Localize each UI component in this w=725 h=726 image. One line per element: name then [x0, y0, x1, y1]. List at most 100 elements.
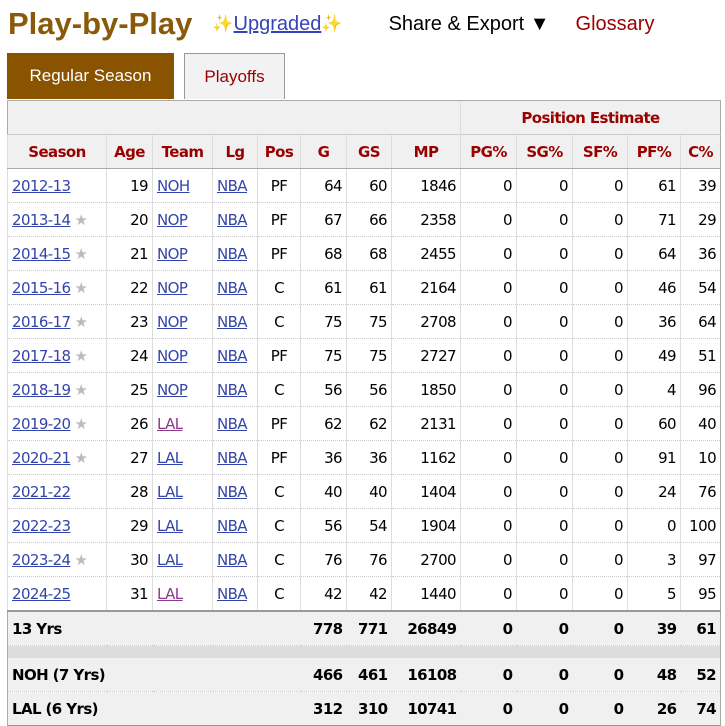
- team-link[interactable]: LAL: [157, 482, 183, 501]
- team-link[interactable]: LAL: [157, 550, 183, 569]
- column-header-gs[interactable]: GS: [346, 134, 392, 169]
- g-total-cell: 466: [300, 658, 347, 692]
- column-header-team[interactable]: Team: [152, 134, 213, 169]
- column-header-mp[interactable]: MP: [391, 134, 461, 169]
- league-link[interactable]: NBA: [217, 210, 248, 229]
- column-header-g[interactable]: G: [300, 134, 347, 169]
- team-link[interactable]: NOP: [157, 312, 188, 331]
- team-link[interactable]: LAL: [157, 448, 183, 467]
- season-link[interactable]: 2016-17: [12, 312, 71, 331]
- pf-cell: 91: [627, 440, 681, 475]
- column-header-sf-pct[interactable]: SF%: [572, 134, 628, 169]
- league-cell: NBA: [212, 236, 258, 271]
- column-header-season[interactable]: Season: [7, 134, 107, 169]
- column-header-lg[interactable]: Lg: [212, 134, 258, 169]
- team-cell: LAL: [152, 474, 213, 509]
- league-link[interactable]: NBA: [217, 550, 248, 569]
- column-header-pg-pct[interactable]: PG%: [460, 134, 517, 169]
- season-link[interactable]: 2024-25: [12, 584, 71, 603]
- upgraded-link[interactable]: Upgraded: [233, 12, 322, 35]
- league-link[interactable]: NBA: [217, 482, 248, 501]
- sf-cell: 0: [572, 168, 628, 203]
- sg-cell: 0: [516, 236, 573, 271]
- tab-regular-season[interactable]: Regular Season: [7, 53, 174, 99]
- totals-row: NOH (7 Yrs) 466 461 16108 0 0 0 48 52: [7, 658, 721, 692]
- season-link[interactable]: 2020-21: [12, 448, 71, 467]
- team-link[interactable]: LAL: [157, 584, 183, 603]
- pf-total-cell: 48: [627, 658, 681, 692]
- table-row: 2022-23 29 LAL NBA C 56 54 1904 0 0 0 0 100: [7, 508, 721, 543]
- team-cell: LAL: [152, 440, 213, 475]
- league-link[interactable]: NBA: [217, 312, 248, 331]
- g-cell: 62: [300, 406, 347, 441]
- c-cell: 29: [679, 202, 721, 237]
- season-link[interactable]: 2013-14: [12, 210, 71, 229]
- age-cell: 26: [106, 406, 153, 441]
- team-link[interactable]: NOP: [157, 380, 188, 399]
- league-link[interactable]: NBA: [217, 584, 248, 603]
- season-cell: 2014-15 ★: [7, 236, 107, 271]
- column-header-sg-pct[interactable]: SG%: [516, 134, 573, 169]
- column-header-c-pct[interactable]: C%: [679, 134, 721, 169]
- g-cell: 56: [300, 372, 347, 407]
- tab-playoffs[interactable]: Playoffs: [184, 53, 285, 99]
- column-header-age[interactable]: Age: [106, 134, 153, 169]
- team-link[interactable]: NOP: [157, 278, 188, 297]
- team-cell: NOP: [152, 304, 213, 339]
- season-link[interactable]: 2022-23: [12, 516, 71, 535]
- league-link[interactable]: NBA: [217, 278, 248, 297]
- pf-cell: 0: [627, 508, 681, 543]
- position-cell: PF: [257, 338, 301, 373]
- pg-cell: 0: [460, 542, 517, 577]
- column-header-pos[interactable]: Pos: [257, 134, 301, 169]
- c-cell: 100: [679, 508, 721, 543]
- team-link[interactable]: LAL: [157, 414, 183, 433]
- league-link[interactable]: NBA: [217, 244, 248, 263]
- league-link[interactable]: NBA: [217, 176, 248, 195]
- gs-cell: 61: [346, 270, 392, 305]
- team-link[interactable]: NOP: [157, 346, 188, 365]
- pg-cell: 0: [460, 338, 517, 373]
- league-link[interactable]: NBA: [217, 414, 248, 433]
- season-cell: 2017-18 ★: [7, 338, 107, 373]
- glossary-link[interactable]: Glossary: [575, 12, 655, 35]
- season-cell: 2012-13: [7, 168, 107, 203]
- all-star-icon: ★: [74, 244, 88, 263]
- all-star-icon: ★: [74, 550, 88, 569]
- season-link[interactable]: 2019-20: [12, 414, 71, 433]
- team-cell: NOP: [152, 338, 213, 373]
- season-link[interactable]: 2021-22: [12, 482, 71, 501]
- team-link[interactable]: NOP: [157, 244, 188, 263]
- team-cell: LAL: [152, 542, 213, 577]
- league-cell: NBA: [212, 576, 258, 612]
- age-cell: 30: [106, 542, 153, 577]
- table-row: 2014-15 ★ 21 NOP NBA PF 68 68 2455 0 0 0 64 36: [7, 236, 721, 271]
- season-link[interactable]: 2018-19: [12, 380, 71, 399]
- mp-cell: 1440: [391, 576, 461, 612]
- sg-total-cell: 0: [516, 691, 573, 726]
- league-link[interactable]: NBA: [217, 380, 248, 399]
- pg-cell: 0: [460, 576, 517, 612]
- table-row: 2017-18 ★ 24 NOP NBA PF 75 75 2727 0 0 0 49 51: [7, 338, 721, 373]
- season-link[interactable]: 2023-24: [12, 550, 71, 569]
- league-link[interactable]: NBA: [217, 516, 248, 535]
- league-link[interactable]: NBA: [217, 448, 248, 467]
- sg-total-cell: 0: [516, 658, 573, 692]
- season-link[interactable]: 2017-18: [12, 346, 71, 365]
- mp-cell: 2455: [391, 236, 461, 271]
- spacer: [7, 645, 721, 658]
- pg-cell: 0: [460, 406, 517, 441]
- team-link[interactable]: NOP: [157, 210, 188, 229]
- team-link[interactable]: LAL: [157, 516, 183, 535]
- g-cell: 76: [300, 542, 347, 577]
- sg-cell: 0: [516, 508, 573, 543]
- season-link[interactable]: 2012-13: [12, 176, 71, 195]
- sf-cell: 0: [572, 202, 628, 237]
- league-cell: NBA: [212, 508, 258, 543]
- season-link[interactable]: 2014-15: [12, 244, 71, 263]
- share-export-menu[interactable]: Share & Export ▼: [388, 12, 550, 35]
- team-link[interactable]: NOH: [157, 176, 190, 195]
- column-header-pf-pct[interactable]: PF%: [627, 134, 681, 169]
- season-link[interactable]: 2015-16: [12, 278, 71, 297]
- league-link[interactable]: NBA: [217, 346, 248, 365]
